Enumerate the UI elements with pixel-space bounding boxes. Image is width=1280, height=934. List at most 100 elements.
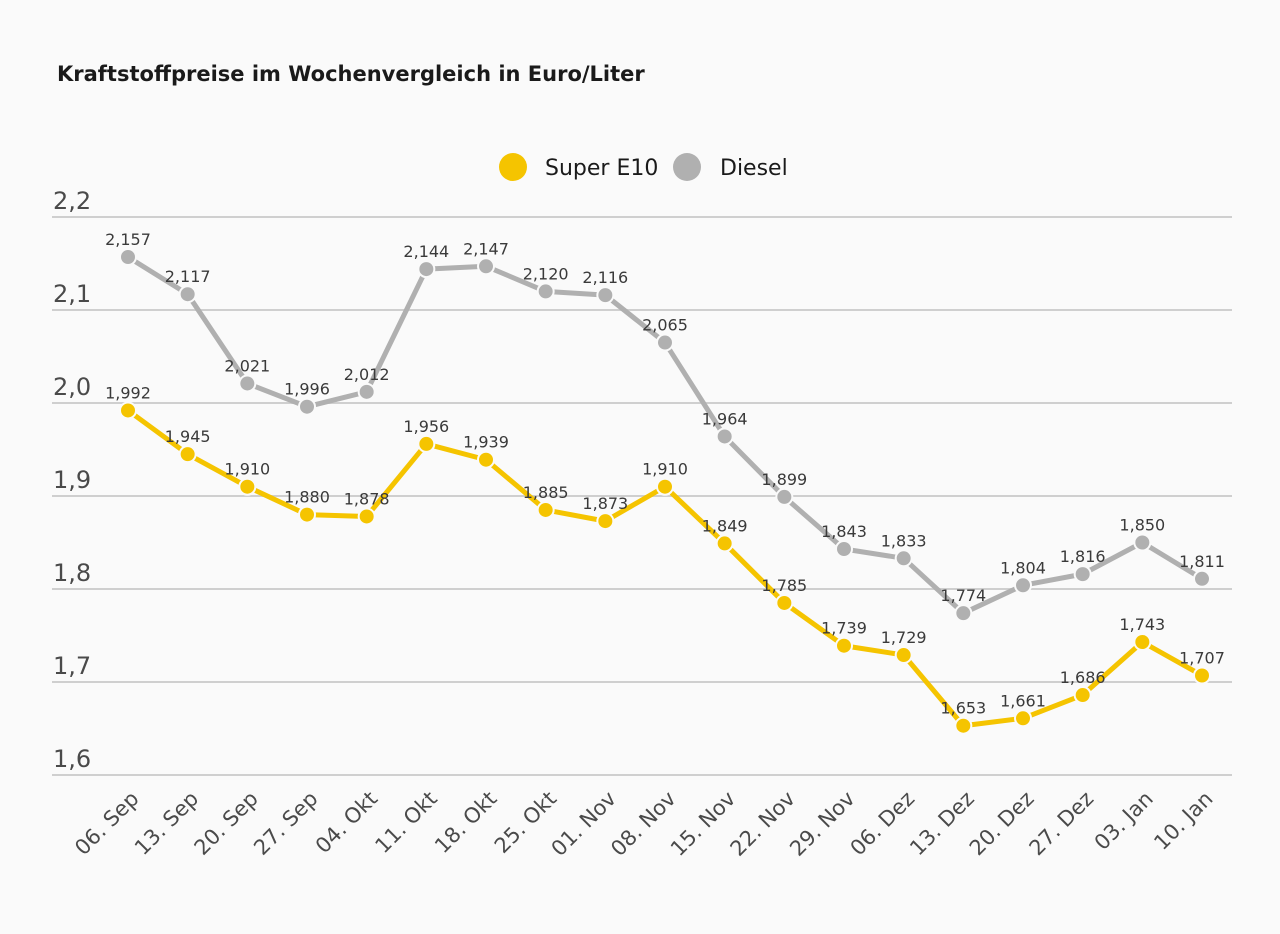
data-label-diesel: 2,116 [582,268,628,287]
data-point-super-e10 [357,507,376,526]
data-label-diesel: 1,816 [1060,547,1106,566]
data-point-diesel [596,286,615,305]
data-point-diesel [835,540,853,559]
data-point-diesel [894,549,913,568]
legend: Super E10 Diesel [499,153,788,181]
x-tick-label: 22. Nov [726,787,800,861]
data-point-diesel [417,260,436,279]
data-point-diesel [238,374,257,393]
gridlines [52,216,1232,776]
data-label-diesel: 2,120 [523,264,569,283]
data-point-super-e10 [298,505,316,524]
data-label-super-e10: 1,939 [463,433,509,452]
data-point-super-e10 [536,500,555,519]
data-point-super-e10 [1073,686,1092,705]
data-label-diesel: 1,964 [702,409,748,428]
data-point-super-e10 [1133,633,1152,652]
data-point-super-e10 [954,716,973,735]
data-label-super-e10: 1,880 [284,488,330,507]
data-label-super-e10: 1,945 [165,427,211,446]
series-super-e10: 1,992 1,945 1,910 1,880 1,878 1,956 1,939 1,885… [105,383,1225,735]
x-tick-label: 10. Jan [1149,787,1217,855]
chart-title: Kraftstoffpreise im Wochenvergleich in E… [57,62,645,86]
data-label-super-e10: 1,743 [1119,615,1165,634]
data-point-super-e10 [238,477,257,496]
data-point-super-e10 [775,593,794,612]
legend-label-diesel: Diesel [720,156,788,181]
y-tick-label: 2,0 [53,373,91,401]
data-point-diesel [477,257,495,276]
data-label-diesel: 2,065 [642,316,688,335]
data-point-super-e10 [894,646,913,665]
data-point-diesel [1193,569,1211,588]
data-point-diesel [536,282,555,301]
data-label-super-e10: 1,885 [523,483,569,502]
x-tick-label: 01. Nov [547,787,621,861]
x-tick-label: 18. Okt [430,787,501,858]
data-label-super-e10: 1,956 [403,417,449,436]
x-tick-label: 15. Nov [666,787,740,861]
data-point-super-e10 [596,512,615,531]
data-label-super-e10: 1,661 [1000,691,1046,710]
data-label-super-e10: 1,739 [821,619,867,638]
data-point-super-e10 [715,534,734,553]
x-tick-label: 04. Okt [311,787,382,858]
y-tick-label: 2,1 [53,280,91,308]
data-point-super-e10 [835,636,853,655]
y-tick-label: 2,2 [53,187,91,215]
data-label-super-e10: 1,686 [1060,668,1106,687]
data-point-super-e10 [119,401,137,420]
x-tick-label: 27. Dez [1025,787,1099,861]
series-layer: 2,157 2,117 2,021 1,996 2,012 2,144 2,147 2,120… [105,230,1225,735]
data-point-super-e10 [656,477,674,496]
data-label-diesel: 1,996 [284,380,330,399]
data-point-diesel [1073,565,1092,584]
legend-label-super-e10: Super E10 [545,156,658,181]
data-point-diesel [1133,533,1152,552]
data-label-super-e10: 1,729 [881,628,927,647]
data-label-diesel: 1,833 [881,531,927,550]
data-point-diesel [178,285,197,304]
y-tick-label: 1,8 [53,559,91,587]
data-label-diesel: 1,850 [1119,516,1165,535]
y-tick-label: 1,9 [53,466,91,494]
data-label-diesel: 1,774 [940,586,986,605]
legend-marker-super-e10 [499,153,527,181]
data-point-super-e10 [1193,666,1211,685]
data-label-diesel: 2,021 [224,356,270,375]
data-point-diesel [954,604,973,623]
x-tick-label: 06. Sep [70,787,143,860]
data-label-super-e10: 1,910 [224,460,270,479]
x-tick-label: 20. Sep [190,787,263,860]
data-label-super-e10: 1,653 [940,699,986,718]
legend-marker-diesel [673,153,701,181]
x-tick-label: 13. Sep [130,787,203,860]
data-label-diesel: 1,811 [1179,552,1225,571]
data-point-diesel [298,397,316,416]
series-diesel: 2,157 2,117 2,021 1,996 2,012 2,144 2,147 2,120… [105,230,1225,623]
data-point-diesel [656,333,674,352]
x-tick-label: 08. Nov [606,787,680,861]
y-tick-label: 1,6 [53,745,91,773]
data-label-super-e10: 1,785 [761,576,807,595]
x-tick-label: 03. Jan [1090,787,1158,855]
data-label-diesel: 2,117 [165,267,211,286]
y-tick-label: 1,7 [53,652,91,680]
data-point-diesel [1014,576,1032,595]
data-label-super-e10: 1,707 [1179,648,1225,667]
data-label-diesel: 1,899 [761,470,807,489]
x-tick-label: 06. Dez [846,787,920,861]
data-label-super-e10: 1,878 [344,489,390,508]
x-tick-label: 20. Dez [965,787,1039,861]
data-point-diesel [357,382,376,401]
x-tick-label: 27. Sep [249,787,322,860]
data-label-diesel: 2,157 [105,230,151,249]
x-tick-label: 13. Dez [905,787,979,861]
data-label-diesel: 2,147 [463,239,509,258]
data-label-diesel: 1,804 [1000,558,1046,577]
x-tick-label: 11. Okt [370,787,441,858]
data-point-diesel [119,247,137,266]
data-label-super-e10: 1,910 [642,460,688,479]
